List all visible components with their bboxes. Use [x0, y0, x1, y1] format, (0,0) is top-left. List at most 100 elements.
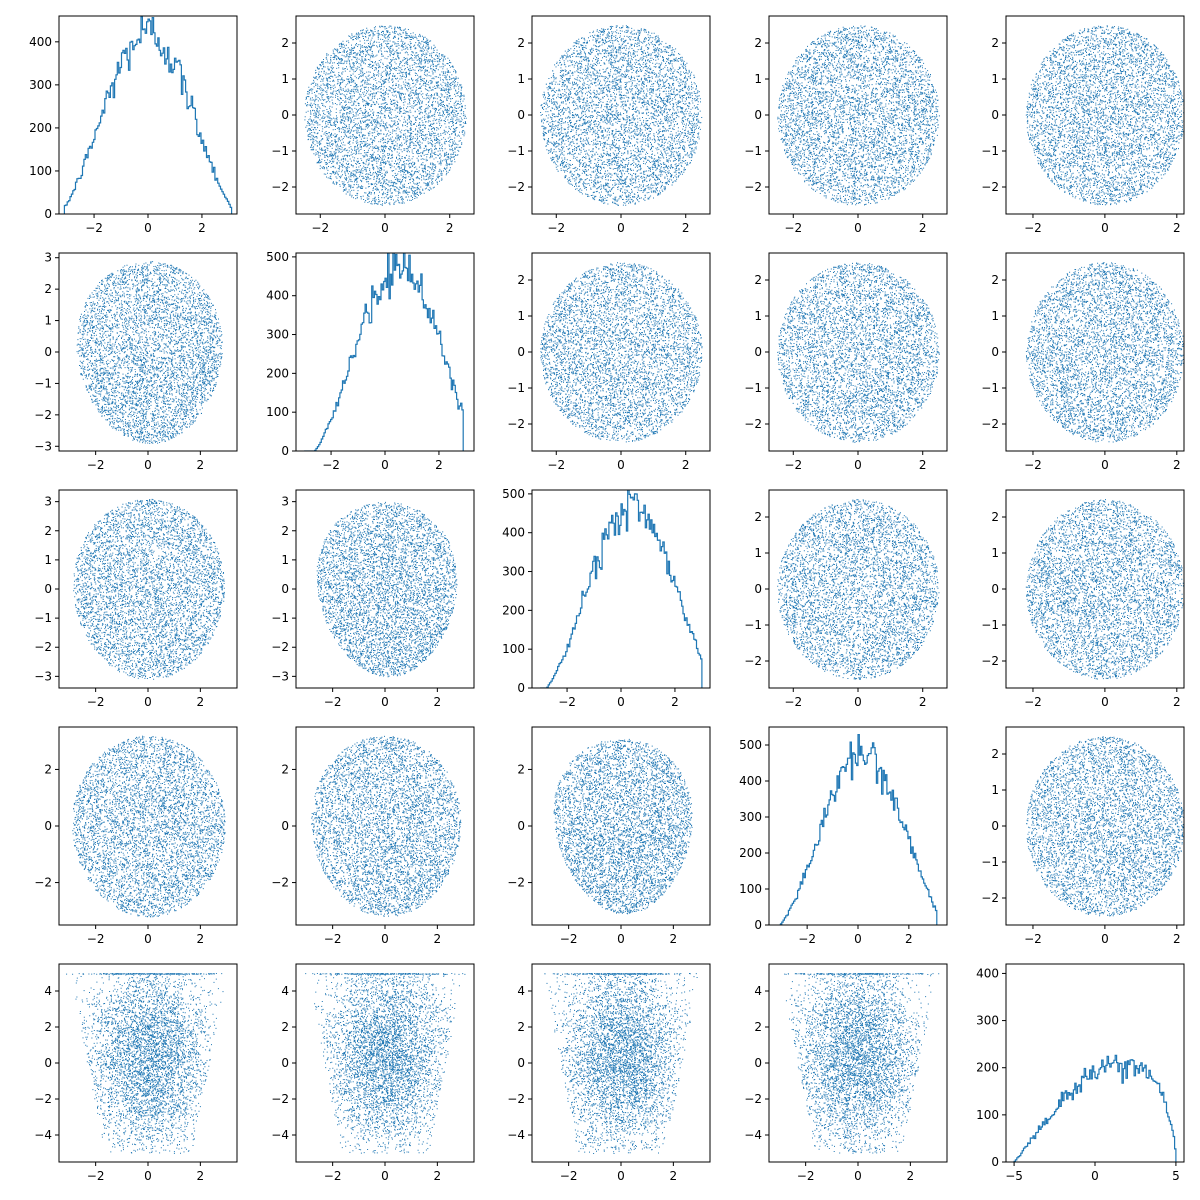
- x-tick-label: 0: [144, 1169, 152, 1183]
- y-tick-label: 0: [754, 108, 762, 122]
- y-tick-label: 4: [754, 984, 762, 998]
- x-tick-label: 2: [919, 221, 927, 235]
- y-tick-label: 400: [739, 774, 762, 788]
- x-tick-label: −2: [798, 932, 816, 946]
- y-tick-label: 3: [44, 495, 52, 509]
- subplot-3-4: −2 0 2 −2 −1 0 1 2: [981, 726, 1185, 946]
- y-tick-label: 2: [754, 273, 762, 287]
- y-tick-label: −2: [744, 180, 762, 194]
- y-tick-label: 1: [517, 309, 525, 323]
- subplot-1-1: −2 0 2 0 100 200 300 400 500: [266, 250, 475, 472]
- y-tick-label: −2: [271, 876, 289, 890]
- x-tick-label: −2: [311, 221, 329, 235]
- x-tick-label: 0: [381, 221, 389, 235]
- y-tick-label: 1: [991, 309, 999, 323]
- subplot-4-0: −2 0 2 −4 −2 0 2 4: [34, 963, 238, 1183]
- x-tick-label: 0: [144, 221, 152, 235]
- x-tick-label: 2: [905, 932, 913, 946]
- axes-frame: [58, 963, 238, 1163]
- scatter-points: [544, 973, 698, 1154]
- y-tick-label: −1: [34, 376, 52, 390]
- subplot-4-1: −2 0 2 −4 −2 0 2 4: [271, 963, 475, 1183]
- y-tick-label: −4: [271, 1128, 289, 1142]
- subplot-3-2: −2 0 2 −2 0 2: [507, 726, 711, 946]
- axes-frame: [295, 726, 475, 926]
- y-tick-label: 1: [44, 314, 52, 328]
- axes-frame: [1005, 963, 1185, 1163]
- y-tick-label: −2: [34, 408, 52, 422]
- y-tick-label: −1: [981, 381, 999, 395]
- y-tick-label: 0: [281, 108, 289, 122]
- x-tick-label: −2: [87, 1169, 105, 1183]
- y-tick-label: 100: [739, 882, 762, 896]
- x-tick-label: 2: [1173, 932, 1181, 946]
- y-tick-label: −4: [34, 1128, 52, 1142]
- y-tick-label: 1: [991, 72, 999, 86]
- y-tick-label: 1: [754, 72, 762, 86]
- x-tick-label: 2: [434, 695, 442, 709]
- y-tick-label: 2: [44, 282, 52, 296]
- y-tick-label: 4: [517, 984, 525, 998]
- x-tick-label: 0: [617, 695, 625, 709]
- y-tick-label: 200: [739, 846, 762, 860]
- y-tick-label: 0: [44, 819, 52, 833]
- x-tick-label: −2: [560, 1169, 578, 1183]
- x-tick-label: −2: [1024, 221, 1042, 235]
- subplot-1-2: −2 0 2 −2 −1 0 1 2: [507, 252, 711, 472]
- scatter-points: [72, 735, 226, 918]
- scatter-points: [540, 25, 703, 206]
- subplot-2-4: −2 0 2 −2 −1 0 1 2: [981, 489, 1185, 709]
- x-tick-label: 2: [197, 695, 205, 709]
- y-tick-label: 0: [991, 108, 999, 122]
- y-tick-label: 2: [281, 524, 289, 538]
- x-tick-label: 0: [381, 695, 389, 709]
- y-tick-label: 100: [266, 405, 289, 419]
- subplot-3-3: −2 0 2 0 100 200 300 400 500: [739, 726, 948, 946]
- y-tick-label: −1: [271, 144, 289, 158]
- scatter-points: [777, 499, 940, 680]
- x-tick-label: 0: [854, 221, 862, 235]
- scatter-points: [1025, 25, 1184, 206]
- x-tick-label: −2: [322, 458, 340, 472]
- x-tick-label: −2: [797, 1169, 815, 1183]
- y-tick-label: −2: [507, 417, 525, 431]
- x-tick-label: 2: [435, 458, 443, 472]
- y-tick-label: 100: [976, 1108, 999, 1122]
- x-tick-label: 2: [919, 458, 927, 472]
- x-tick-label: −2: [87, 458, 105, 472]
- y-tick-label: −2: [271, 180, 289, 194]
- scatter-points: [1026, 736, 1184, 917]
- subplot-2-3: −2 0 2 −2 −1 0 1 2: [744, 489, 948, 709]
- axes-frame: [1005, 252, 1185, 452]
- subplot-0-1: −2 0 2 −2 −1 0 1 2: [271, 15, 475, 235]
- subplot-0-2: −2 0 2 −2 −1 0 1 2: [507, 15, 711, 235]
- y-tick-label: −2: [981, 654, 999, 668]
- y-tick-label: −3: [34, 669, 52, 683]
- subplot-0-0: −2 0 2 0 100 200 300 400: [29, 15, 238, 235]
- y-tick-label: −1: [271, 611, 289, 625]
- y-tick-label: −2: [34, 876, 52, 890]
- y-tick-label: 0: [517, 681, 525, 695]
- x-tick-label: −2: [324, 932, 342, 946]
- y-tick-label: 1: [44, 553, 52, 567]
- y-tick-label: 2: [281, 36, 289, 50]
- x-tick-label: 0: [381, 932, 389, 946]
- x-tick-label: 2: [434, 932, 442, 946]
- x-tick-label: −2: [87, 932, 105, 946]
- y-tick-label: 300: [29, 78, 52, 92]
- x-tick-label: −2: [324, 1169, 342, 1183]
- scatter-points: [66, 973, 224, 1154]
- y-tick-label: −4: [507, 1128, 525, 1142]
- subplot-1-4: −2 0 2 −2 −1 0 1 2: [981, 252, 1185, 472]
- x-tick-label: −2: [87, 695, 105, 709]
- y-tick-label: 1: [754, 546, 762, 560]
- y-tick-label: −3: [34, 439, 52, 453]
- scatter-points: [1025, 499, 1184, 680]
- scatter-points: [777, 25, 940, 206]
- x-tick-label: −2: [784, 695, 802, 709]
- x-tick-label: −2: [784, 458, 802, 472]
- histogram-line: [779, 734, 938, 925]
- y-tick-label: 100: [502, 642, 525, 656]
- y-tick-label: 0: [991, 819, 999, 833]
- x-tick-label: 0: [1101, 458, 1109, 472]
